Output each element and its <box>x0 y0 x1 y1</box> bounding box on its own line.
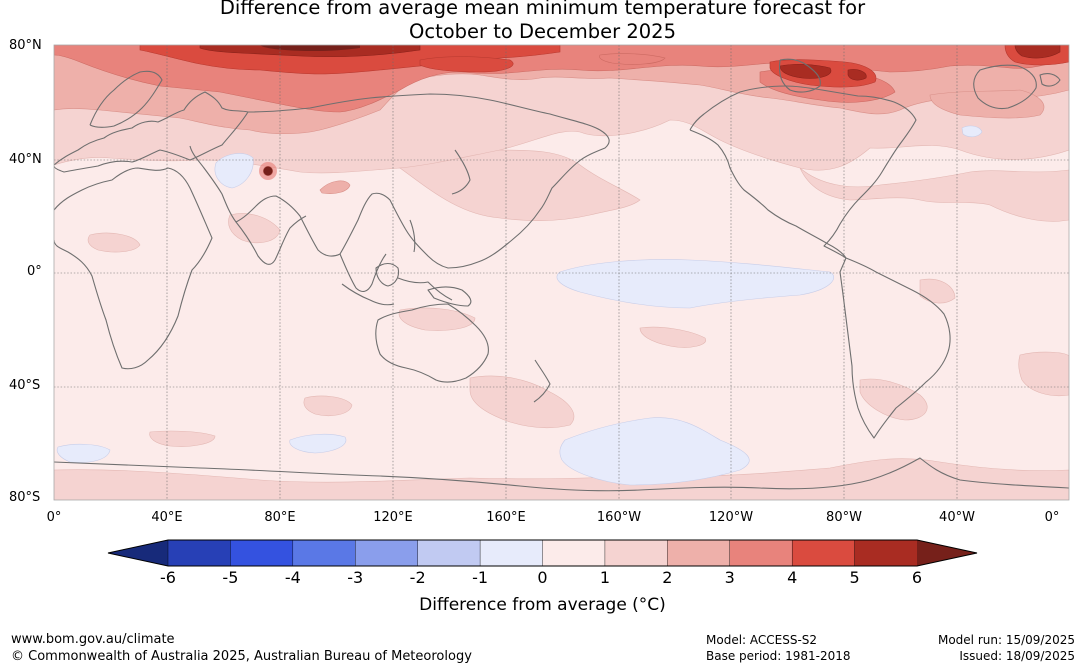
colorbar-cell <box>854 539 918 567</box>
colorbar-cell <box>729 539 793 567</box>
colorbar <box>107 539 978 567</box>
colorbar-tick-label: 3 <box>724 568 735 587</box>
lon-label-40w: 40°W <box>939 510 975 525</box>
colorbar-cell <box>167 539 232 567</box>
colorbar-tick-label: 2 <box>662 568 673 587</box>
lon-label-0-left: 0° <box>46 510 62 525</box>
coast-antarctica <box>54 457 1069 492</box>
colorbar-upper-extension <box>917 540 977 566</box>
coast-borneo <box>375 262 400 287</box>
lat-label-equator: 0° <box>27 264 42 279</box>
map-title-line2: October to December 2025 <box>409 20 676 43</box>
lat-label-80n: 80°N <box>9 38 42 53</box>
colorbar-cell <box>479 539 544 567</box>
map-title-line1: Difference from average mean minimum tem… <box>219 0 866 19</box>
lon-label-160w: 160°W <box>596 510 642 525</box>
coast-arctic-islands <box>778 58 821 93</box>
colorbar-cell <box>355 539 419 567</box>
footer-issued: Issued: 18/09/2025 <box>959 649 1075 663</box>
colorbar-cell <box>667 539 731 567</box>
colorbar-tick-label: -3 <box>347 568 364 587</box>
colorbar-tick-label: -5 <box>222 568 239 587</box>
coast-greenland <box>973 64 1037 110</box>
colorbar-tick-label: 5 <box>849 568 860 587</box>
colorbar-cell <box>791 539 856 567</box>
anomaly-minus1-0-regions <box>56 125 983 486</box>
colorbar-cell <box>542 539 606 567</box>
coast-indonesia-a <box>341 283 395 306</box>
footer-model: Model: ACCESS-S2 <box>706 633 818 647</box>
lon-label-120e: 120°E <box>373 510 413 525</box>
coast-indonesia-b <box>397 277 453 301</box>
colorbar-lower-extension <box>108 540 168 566</box>
lon-label-120w: 120°W <box>708 510 754 525</box>
lat-label-80s: 80°S <box>9 490 41 505</box>
footer-base-period: Base period: 1981-2018 <box>706 649 851 663</box>
colorbar-cell <box>417 539 481 567</box>
lon-label-160e: 160°E <box>486 510 526 525</box>
coast-north-america <box>689 85 917 259</box>
map-frame <box>53 44 1070 501</box>
lon-label-80w: 80°W <box>826 510 862 525</box>
coast-africa-europe <box>54 167 213 370</box>
colorbar-label: Difference from average (°C) <box>419 595 666 615</box>
hotspot-core <box>263 166 273 176</box>
colorbar-cell <box>604 539 668 567</box>
footer-url: www.bom.gov.au/climate <box>11 632 175 647</box>
map-title: Difference from average mean minimum tem… <box>0 0 1085 44</box>
map-layer <box>54 45 1069 500</box>
footer-copyright: © Commonwealth of Australia 2025, Austra… <box>11 649 472 664</box>
footer-left: www.bom.gov.au/climate © Commonwealth of… <box>11 631 472 665</box>
coastlines <box>54 58 1069 492</box>
coast-south-america <box>839 257 951 439</box>
colorbar-tick-label: -6 <box>160 568 176 587</box>
graticule <box>54 45 1069 500</box>
colorbar-tick-label: 0 <box>537 568 548 587</box>
lat-label-40s: 40°S <box>9 378 41 393</box>
coast-iceland <box>1039 73 1061 87</box>
colorbar-tick-label: -1 <box>472 568 489 587</box>
colorbar-tick-label: -2 <box>409 568 426 587</box>
footer-model-info: Model: ACCESS-S2 Base period: 1981-2018 <box>706 632 851 664</box>
coast-philippines <box>409 219 416 253</box>
coast-japan <box>451 149 471 195</box>
coast-scandinavia <box>89 70 163 128</box>
coast-asia <box>189 93 610 269</box>
coast-europe <box>54 91 249 173</box>
coast-new-zealand <box>533 359 551 403</box>
colorbar-tick-label: 6 <box>911 568 923 587</box>
colorbar-tick-label: 1 <box>599 568 610 587</box>
footer-dates: Model run: 15/09/2025 Issued: 18/09/2025 <box>938 632 1075 664</box>
coast-new-guinea <box>427 286 472 307</box>
colorbar-cells <box>167 539 918 567</box>
colorbar-outline <box>107 539 978 567</box>
colorbar-cell <box>292 539 356 567</box>
coast-southeast-asia <box>339 253 387 293</box>
coast-australia <box>375 303 489 383</box>
lon-label-40e: 40°E <box>151 510 183 525</box>
lat-label-40n: 40°N <box>9 152 42 167</box>
footer-model-run: Model run: 15/09/2025 <box>937 633 1075 647</box>
colorbar-tick-label: -4 <box>284 568 301 587</box>
lon-label-80e: 80°E <box>264 510 296 525</box>
colorbar-tick-label: 4 <box>787 568 798 587</box>
lon-label-0-right: 0° <box>1044 510 1060 525</box>
coast-india <box>235 215 307 265</box>
colorbar-cell <box>230 539 294 567</box>
